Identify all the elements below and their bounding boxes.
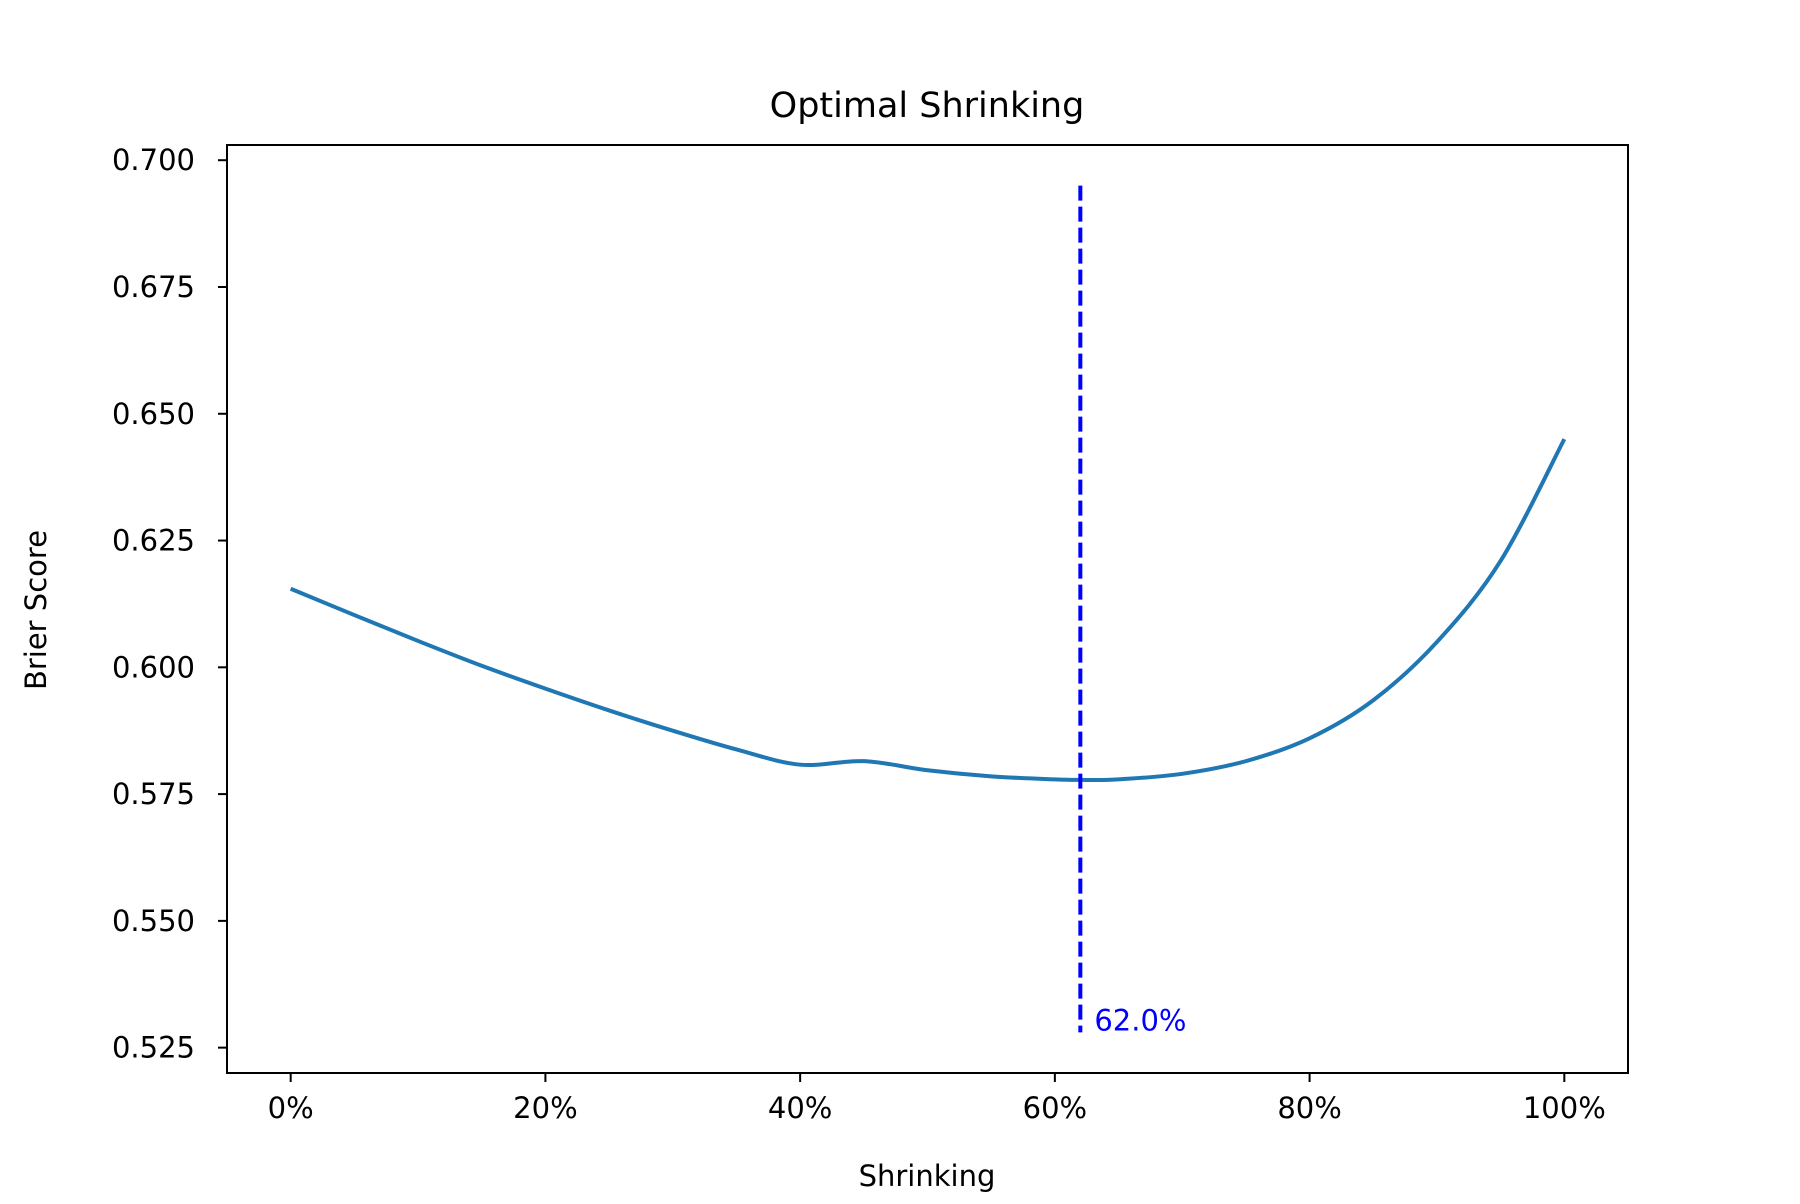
y-tick-label: 0.625 bbox=[112, 524, 195, 558]
y-tick-label: 0.525 bbox=[112, 1031, 195, 1065]
x-axis-label: Shrinking bbox=[859, 1159, 996, 1193]
y-tick-label: 0.675 bbox=[112, 270, 195, 304]
y-tick-label: 0.650 bbox=[112, 397, 195, 431]
optimum-label: 62.0% bbox=[1094, 1003, 1186, 1037]
y-tick-label: 0.600 bbox=[112, 650, 195, 684]
y-axis-ticks: 0.525 0.550 0.575 0.600 0.625 0.650 0.675 0.700 bbox=[112, 143, 227, 1065]
series-line-0 bbox=[289, 438, 1567, 783]
chart-title: Optimal Shrinking bbox=[770, 86, 1085, 126]
plot-frame bbox=[226, 144, 1629, 1074]
y-axis-label: Brier Score bbox=[19, 530, 53, 690]
x-tick-label: 80% bbox=[1277, 1091, 1341, 1125]
y-tick-label: 0.550 bbox=[112, 904, 195, 938]
plot-area: 62.0% bbox=[289, 185, 1567, 1037]
y-tick-label: 0.575 bbox=[112, 777, 195, 811]
x-tick-label: 100% bbox=[1523, 1091, 1606, 1125]
x-tick-label: 60% bbox=[1023, 1091, 1087, 1125]
y-tick-label: 0.700 bbox=[112, 143, 195, 177]
x-tick-label: 0% bbox=[268, 1091, 314, 1125]
x-axis-ticks: 0% 20% 40% 60% 80% 100% bbox=[268, 1073, 1606, 1125]
x-tick-label: 20% bbox=[513, 1091, 577, 1125]
x-tick-label: 40% bbox=[768, 1091, 832, 1125]
